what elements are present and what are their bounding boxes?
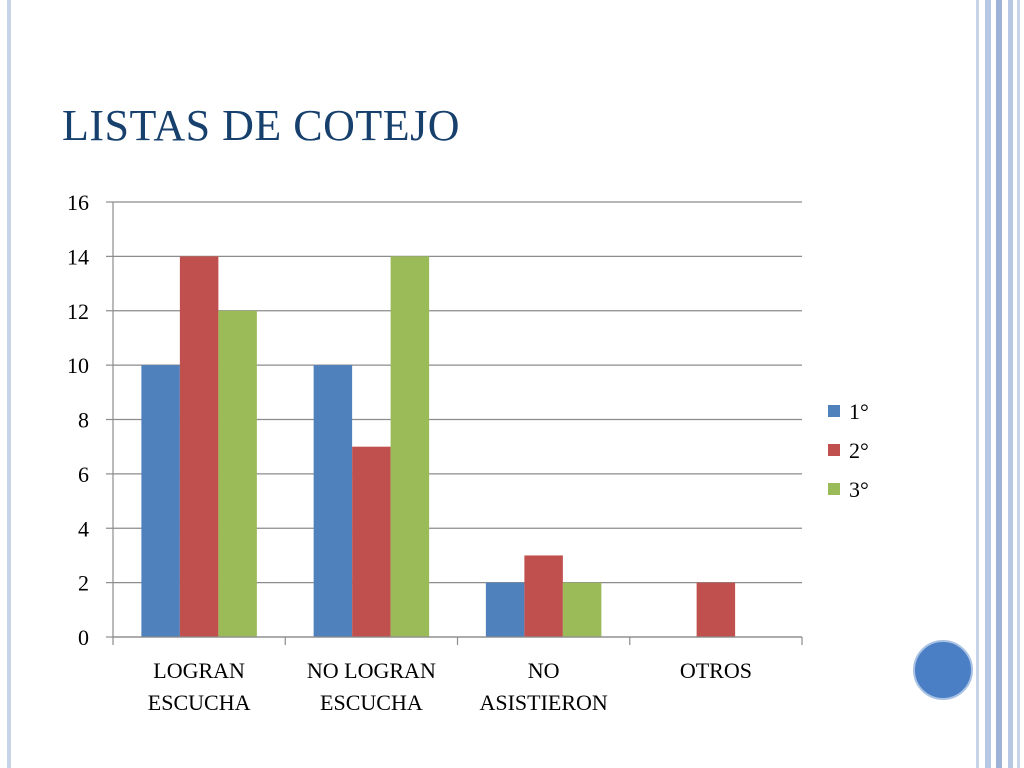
bar [313,365,353,637]
bar [179,256,219,637]
frame-line-right-1 [976,0,979,768]
x-category-label: LOGRAN [153,658,245,683]
legend-swatch [828,483,840,495]
frame-line-right-3 [996,0,1002,768]
y-tick-label: 2 [78,571,89,596]
x-category-label: NO LOGRAN [307,658,436,683]
y-tick-label: 14 [67,244,89,269]
circle-button[interactable] [913,640,973,700]
legend-label: 3° [849,477,869,502]
legend-label: 1° [849,399,869,424]
bar [141,365,180,637]
y-tick-label: 16 [67,190,89,215]
frame-line-right-5 [1017,0,1020,768]
x-category-label: ESCUCHA [148,690,251,715]
x-category-label: ESCUCHA [320,690,423,715]
bar [390,256,430,637]
y-tick-label: 8 [78,408,89,433]
bar [696,582,736,637]
x-category-label: OTROS [680,658,752,683]
legend-swatch [828,444,840,456]
frame-line-left [7,0,11,768]
y-tick-label: 12 [67,299,89,324]
bar [485,582,525,637]
y-tick-label: 6 [78,462,89,487]
legend-label: 2° [849,438,869,463]
frame-line-right-2 [985,0,991,768]
bar [562,582,602,637]
bar [218,310,257,637]
slide-title: LISTAS DE COTEJO [62,101,461,150]
legend-swatch [828,405,840,417]
frame-line-right-4 [1008,0,1013,768]
y-tick-label: 0 [78,625,89,650]
x-category-label: ASISTIERON [479,690,607,715]
y-tick-label: 10 [67,353,89,378]
y-tick-label: 4 [78,516,89,541]
bar [524,555,563,637]
bar [352,446,391,637]
x-category-label: NO [528,658,560,683]
